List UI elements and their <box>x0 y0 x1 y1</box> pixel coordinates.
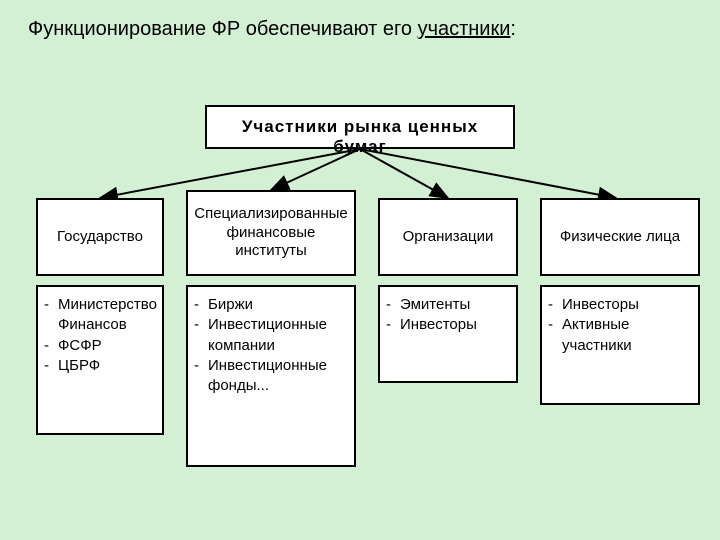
page-title: Функционирование ФР обеспечивают его уча… <box>28 18 516 41</box>
list-item: -Инвесторы <box>548 295 692 315</box>
root-label: Участники рынка ценных бумаг <box>242 117 478 156</box>
list-item-text: ЦБРФ <box>58 356 156 376</box>
list-item: -Инвесторы <box>386 315 510 335</box>
column-header-label: Физические лица <box>560 228 680 247</box>
column-header-label: Специализированные финансовые институты <box>192 205 350 261</box>
title-tail: : <box>510 18 516 40</box>
list-item-text: Инвестиционные компании <box>208 315 348 356</box>
bullet-dash: - <box>548 315 562 356</box>
list-item: -ФСФР <box>44 336 156 356</box>
list-item-text: Активные участники <box>562 315 692 356</box>
bullet-dash: - <box>386 315 400 335</box>
column-header: Организации <box>378 198 518 276</box>
bullet-dash: - <box>44 295 58 336</box>
column-list: -Эмитенты-Инвесторы <box>378 285 518 383</box>
list-item: -Активные участники <box>548 315 692 356</box>
bullet-dash: - <box>44 336 58 356</box>
bullet-dash: - <box>548 295 562 315</box>
column-header: Специализированные финансовые институты <box>186 190 356 276</box>
list-item: -ЦБРФ <box>44 356 156 376</box>
list-item-text: Министерство Финансов <box>58 295 157 336</box>
column-list: -Инвесторы-Активные участники <box>540 285 700 405</box>
column-header-label: Государство <box>57 228 143 247</box>
root-node: Участники рынка ценных бумаг <box>205 105 515 149</box>
column-list: -Министерство Финансов-ФСФР-ЦБРФ <box>36 285 164 435</box>
bullet-dash: - <box>386 295 400 315</box>
list-item: -Эмитенты <box>386 295 510 315</box>
column-header: Физические лица <box>540 198 700 276</box>
list-item-text: ФСФР <box>58 336 156 356</box>
bullet-dash: - <box>194 356 208 397</box>
list-item-text: Инвесторы <box>562 295 692 315</box>
list-item-text: Эмитенты <box>400 295 510 315</box>
column-header-label: Организации <box>403 228 494 247</box>
title-plain: Функционирование ФР обеспечивают его <box>28 18 418 40</box>
list-item-text: Инвесторы <box>400 315 510 335</box>
list-item: -Биржи <box>194 295 348 315</box>
bullet-dash: - <box>44 356 58 376</box>
list-item-text: Инвестиционные фонды... <box>208 356 348 397</box>
column-list: -Биржи-Инвестиционные компании-Инвестици… <box>186 285 356 467</box>
bullet-dash: - <box>194 295 208 315</box>
bullet-dash: - <box>194 315 208 356</box>
list-item: -Инвестиционные компании <box>194 315 348 356</box>
list-item: -Министерство Финансов <box>44 295 156 336</box>
connector-arrow <box>360 149 616 198</box>
list-item: -Инвестиционные фонды... <box>194 356 348 397</box>
column-header: Государство <box>36 198 164 276</box>
title-underlined: участники <box>418 18 511 40</box>
list-item-text: Биржи <box>208 295 348 315</box>
